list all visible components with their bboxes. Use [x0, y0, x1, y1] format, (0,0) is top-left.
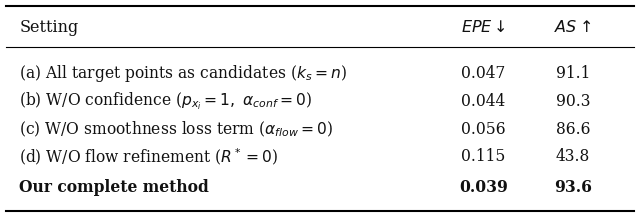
Text: (d) W/O flow refinement ($R^* = 0$): (d) W/O flow refinement ($R^* = 0$): [19, 146, 278, 167]
Text: 93.6: 93.6: [554, 178, 592, 196]
Text: 0.115: 0.115: [461, 148, 506, 166]
Text: $EPE{\downarrow}$: $EPE{\downarrow}$: [461, 19, 506, 37]
Text: Setting: Setting: [19, 19, 79, 37]
Text: 0.044: 0.044: [461, 92, 506, 110]
Text: (a) All target points as candidates ($k_s = n$): (a) All target points as candidates ($k_…: [19, 63, 347, 84]
Text: 86.6: 86.6: [556, 120, 590, 138]
Text: 0.047: 0.047: [461, 64, 506, 82]
Text: $AS{\uparrow}$: $AS{\uparrow}$: [554, 19, 591, 37]
Text: 43.8: 43.8: [556, 148, 590, 166]
Text: (b) W/O confidence ($p_{x_i} = 1,\ \alpha_{conf} = 0$): (b) W/O confidence ($p_{x_i} = 1,\ \alph…: [19, 90, 312, 112]
Text: 90.3: 90.3: [556, 92, 590, 110]
Text: 91.1: 91.1: [556, 64, 590, 82]
Text: (c) W/O smoothness loss term ($\alpha_{flow} = 0$): (c) W/O smoothness loss term ($\alpha_{f…: [19, 119, 333, 139]
Text: 0.039: 0.039: [459, 178, 508, 196]
Text: Our complete method: Our complete method: [19, 178, 209, 196]
Text: 0.056: 0.056: [461, 120, 506, 138]
